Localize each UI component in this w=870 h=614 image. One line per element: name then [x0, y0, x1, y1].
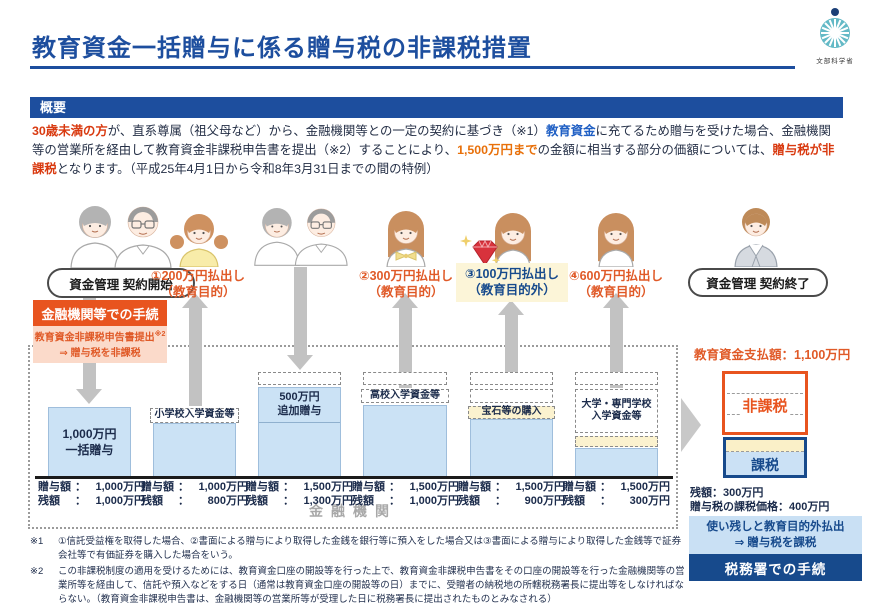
taxable-box: 課税 — [723, 437, 807, 478]
mext-logo-icon — [820, 18, 850, 48]
bar4-used-slot — [363, 372, 447, 385]
bar3-balance: 500万円 追加贈与 — [258, 387, 341, 477]
financial-institution-container — [28, 345, 678, 529]
payout-label-1: ①200万円払出し （教育目的） — [151, 269, 245, 300]
financial-institution-label: 金融機関 — [309, 503, 397, 519]
arrow-right-summary-icon — [681, 398, 701, 452]
baseline-rule — [35, 476, 673, 479]
gem-icon — [460, 235, 501, 266]
bar5-label: 宝石等の購入 — [468, 406, 555, 419]
bar6-nonedu-slot — [575, 436, 658, 447]
bar6-label: 大学・専門学校 入学資金等 — [575, 389, 658, 433]
nontaxable-box: 非課税 — [722, 371, 808, 435]
bar5-used-slot2 — [470, 389, 553, 403]
arrow-up-payout4-icon — [603, 293, 629, 388]
taxable-label: 課税 — [751, 457, 779, 473]
footnote-1: ※1 ①信託受益権を取得した場合、②書面による贈与により取得した金銭を銀行等に預… — [30, 536, 682, 562]
nontaxable-label: 非課税 — [740, 398, 790, 415]
payout-label-3: ③100万円払出し （教育目的外） — [456, 263, 568, 302]
bar5-balance — [470, 419, 553, 477]
grandchild-girl-icon — [170, 214, 228, 267]
total-paid-label: 教育資金支払額：1,100万円 — [694, 348, 851, 362]
payout-label-2: ②300万円払出し （教育目的） — [359, 269, 453, 300]
remaining-balance-label: 残額：300万円 — [690, 487, 764, 499]
bar4-values: 贈与額： 1,500万円 残額： 1,000万円 — [352, 481, 459, 507]
bar5-used-slot1 — [470, 372, 553, 385]
tax-office-procedure-box: 税務署での手続 — [689, 554, 862, 581]
arrow-up-payout1-icon — [182, 293, 208, 406]
bar1-lump-gift: 1,000万円 一括贈与 — [48, 407, 131, 477]
taxable-amount-label: 贈与税の課税価格：400万円 — [690, 501, 830, 513]
title-underline — [30, 66, 795, 69]
bank-staff-icon — [734, 208, 778, 267]
grandparents-start-icon — [70, 206, 172, 268]
overview-heading: 概要 — [30, 97, 843, 118]
beneficiary-jewel-icon — [495, 213, 531, 267]
tax-note-box: 使い残しと教育目的外払出 ⇒ 贈与税を課税 — [689, 516, 862, 554]
bar5-values: 贈与額： 1,500万円 残額： 900万円 — [458, 481, 565, 507]
grandparents-deposit-icon — [254, 208, 348, 266]
bar6-values: 贈与額： 1,500万円 残額： 300万円 — [563, 481, 670, 507]
footnotes: ※1 ①信託受益権を取得した場合、②書面による贈与により取得した金銭を銀行等に預… — [30, 535, 688, 608]
mext-logo-caption: 文部科学省 — [816, 58, 854, 65]
bar4-label: 高校入学資金等 — [361, 389, 449, 403]
bar4-balance — [363, 405, 447, 477]
arrow-down-deposit2-icon — [287, 267, 313, 370]
footnote-2: ※2 この非課税制度の適用を受けるためには、教育資金口座の開設等を行った上で、教… — [30, 565, 685, 606]
bar2-label: 小学校入学資金等 — [150, 408, 239, 423]
arrow-up-payout3-icon — [498, 300, 524, 384]
beneficiary-adult-icon — [598, 213, 634, 267]
bar3-used-slot — [258, 372, 341, 385]
beneficiary-bow-icon — [386, 211, 426, 267]
payout-label-4: ④600万円払出し （教育目的） — [569, 269, 663, 300]
bank-procedure-body: 教育資金非課税申告書提出※2 ⇒ 贈与税を非課税 — [33, 326, 167, 363]
mext-logo: 文部科学省 — [806, 8, 864, 65]
bar2-balance — [153, 423, 236, 477]
mext-logo-dot-icon — [831, 8, 839, 16]
arrow-up-payout2-icon — [392, 293, 418, 388]
bar1-values: 贈与額： 1,000万円 残額： 1,000万円 — [38, 481, 145, 507]
bank-procedure-title: 金融機関等での手続 — [33, 300, 167, 326]
nonedu-strip — [726, 440, 804, 452]
contract-start-pill: 資金管理 契約開始 — [47, 268, 195, 298]
bar6-used-slot — [575, 372, 658, 385]
bar2-values: 贈与額： 1,000万円 残額： 800万円 — [141, 481, 248, 507]
page-title: 教育資金一括贈与に係る贈与税の非課税措置 — [32, 35, 532, 62]
contract-end-pill: 資金管理 契約終了 — [688, 268, 828, 297]
bar6-balance — [575, 448, 658, 477]
overview-paragraph: 30歳未満の方が、直系尊属（祖父母など）から、金融機関等との一定の契約に基づき（… — [32, 124, 835, 176]
bar3-values: 贈与額： 1,500万円 残額： 1,300万円 — [246, 481, 353, 507]
